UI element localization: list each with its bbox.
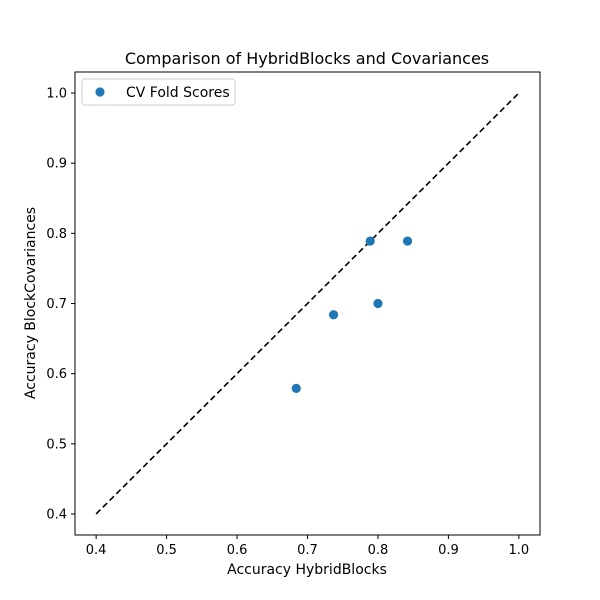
y-tick-label: 0.5	[46, 437, 67, 452]
legend-box	[81, 78, 236, 106]
x-tick-label: 0.4	[86, 543, 107, 558]
y-axis-label: Accuracy BlockCovariances	[23, 207, 39, 399]
axes: 0.4 0.5 0.6 0.7 0.8 0.9 1.0 0.4 0.5 0.6 0.7 0.8 0.9 1…	[46, 71, 541, 558]
data-point	[373, 298, 383, 309]
data-point	[291, 383, 301, 393]
data-point	[402, 236, 413, 246]
data-points	[291, 236, 413, 393]
y-tick-label: 0.4	[46, 507, 67, 522]
chart-title: Comparison of HybridBlocks and Covarianc…	[125, 49, 489, 68]
y-tick-label: 0.6	[46, 367, 67, 382]
y-tick-label: 0.7	[46, 297, 67, 312]
data-point	[365, 236, 375, 246]
x-tick-label: 0.8	[368, 543, 389, 558]
legend: CV Fold Scores	[81, 78, 236, 106]
x-tick-label: 1.0	[509, 543, 530, 558]
x-tick-label: 0.9	[438, 543, 459, 558]
plot-area	[95, 92, 520, 515]
y-tick-label: 0.9	[46, 157, 67, 172]
x-tick-label: 0.6	[227, 543, 248, 558]
data-point	[328, 310, 339, 320]
y-tick-label: 0.8	[46, 227, 67, 242]
x-axis-label: Accuracy HybridBlocks	[227, 562, 387, 578]
legend-marker	[95, 87, 105, 97]
y-tick-label: 1.0	[46, 87, 67, 102]
x-tick-label: 0.5	[156, 543, 177, 558]
identity-reference-line	[95, 92, 520, 515]
legend-label: CV Fold Scores	[126, 85, 230, 101]
x-tick-label: 0.7	[297, 543, 318, 558]
